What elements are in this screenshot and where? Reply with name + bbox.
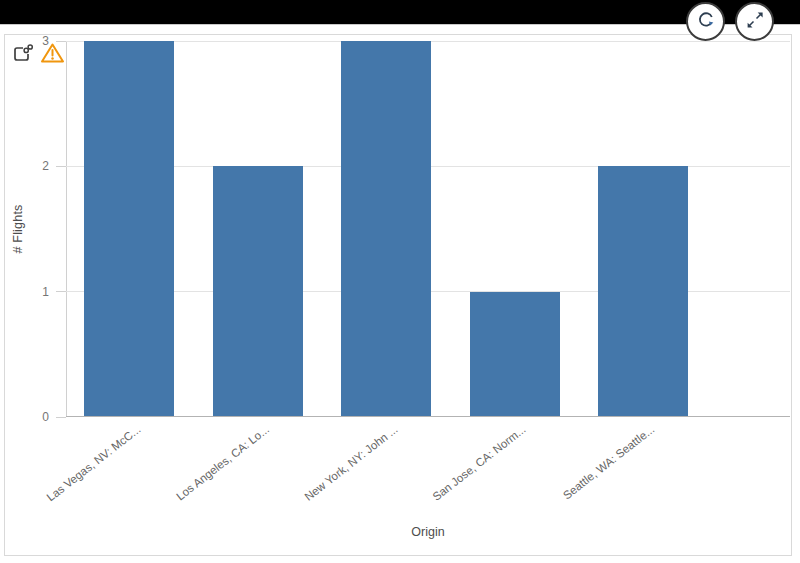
x-category-label: Los Angeles, CA: Lo... (174, 423, 271, 503)
chart-card: # Flights Las Vegas, NV: McC...Los Angel… (4, 34, 792, 556)
x-axis-title: Origin (66, 525, 790, 539)
snapshot-link-icon[interactable] (13, 44, 34, 67)
y-tick-mark (56, 417, 66, 418)
bar-4[interactable] (598, 166, 688, 417)
refresh-button[interactable] (686, 2, 725, 41)
bar-0[interactable] (84, 41, 174, 417)
expand-icon (744, 9, 766, 35)
chart-status-icons (13, 43, 65, 67)
x-category-label: Seattle, WA: Seattle... (561, 423, 657, 501)
bar-1[interactable] (213, 166, 303, 417)
expand-button[interactable] (735, 2, 774, 41)
x-category-label: San Jose, CA: Norm... (431, 423, 529, 503)
y-tick-mark (56, 291, 66, 292)
plot-area (66, 41, 790, 417)
y-axis-line (66, 41, 67, 417)
app-window: # Flights Las Vegas, NV: McC...Los Angel… (0, 0, 800, 563)
warning-icon[interactable] (40, 42, 65, 68)
y-tick-label: 1 (21, 285, 49, 299)
x-category-label: New York, NY: John ... (302, 423, 400, 503)
top-black-bar (0, 0, 800, 25)
x-category-label: Las Vegas, NV: McC... (44, 423, 142, 503)
y-tick-mark (56, 166, 66, 167)
refresh-icon (695, 9, 717, 35)
bar-2[interactable] (341, 41, 431, 417)
x-axis-line (66, 416, 790, 417)
y-tick-label: 0 (21, 410, 49, 424)
bar-3[interactable] (470, 292, 560, 417)
y-tick-label: 2 (21, 159, 49, 173)
